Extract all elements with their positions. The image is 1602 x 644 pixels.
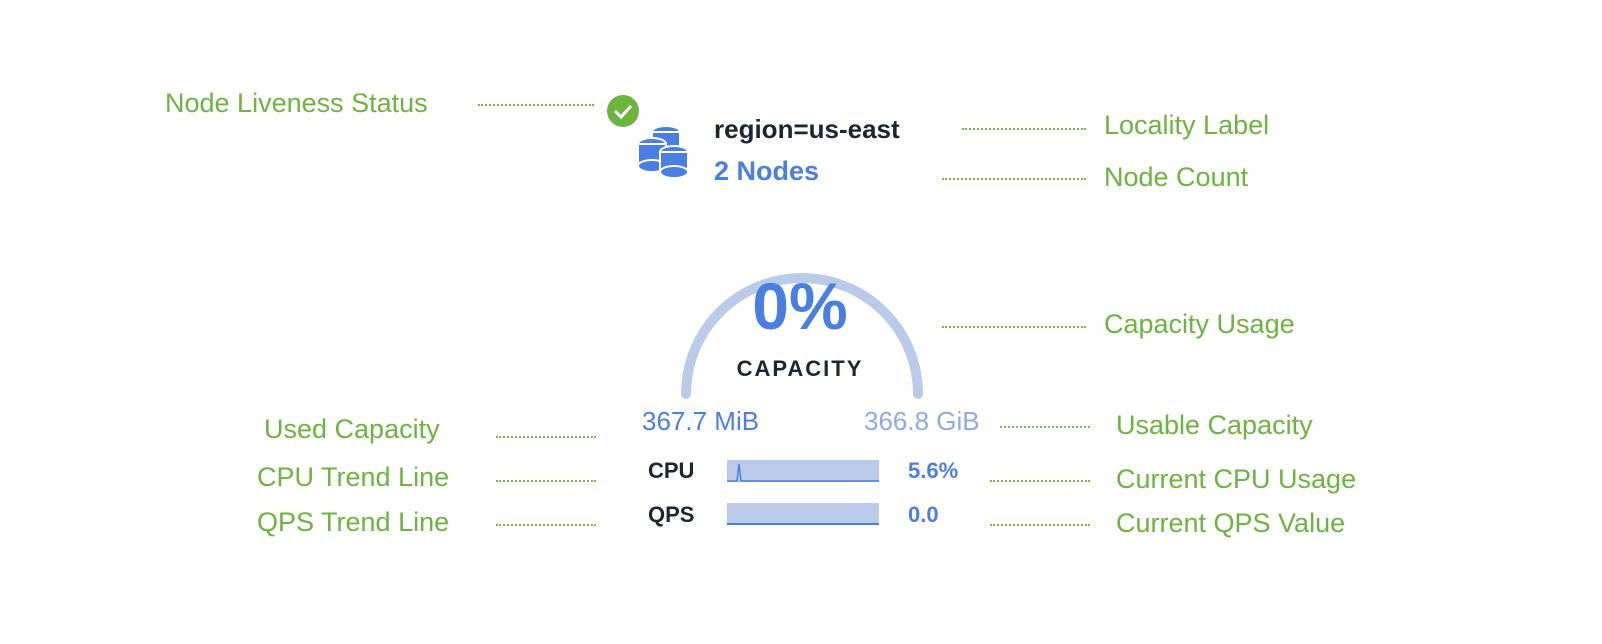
annotation-locality: Locality Label [1104, 110, 1270, 140]
node-count[interactable]: 2 Nodes [714, 156, 820, 186]
leader-line [990, 524, 1090, 526]
annotation-capacity-usage: Capacity Usage [1104, 309, 1295, 339]
locality-label: region=us-east [714, 114, 900, 144]
leader-line [496, 480, 596, 482]
database-stack-icon [637, 125, 689, 179]
qps-sparkline[interactable] [727, 503, 879, 525]
leader-line [478, 104, 594, 106]
annotation-node-count: Node Count [1104, 162, 1249, 192]
capacity-gauge [681, 273, 923, 399]
cpu-label: CPU [648, 458, 695, 483]
annotation-usable-capacity: Usable Capacity [1116, 410, 1313, 440]
leader-line [990, 480, 1090, 482]
leader-line [1000, 426, 1090, 428]
annotation-used-capacity: Used Capacity [264, 414, 440, 444]
capacity-percent: 0% [752, 269, 848, 343]
annotation-current-cpu: Current CPU Usage [1116, 464, 1357, 494]
leader-line [942, 178, 1086, 180]
annotation-cpu-trend: CPU Trend Line [257, 462, 450, 492]
annotation-qps-trend: QPS Trend Line [257, 507, 450, 537]
qps-value: 0.0 [908, 502, 939, 527]
leader-line [962, 128, 1086, 130]
cpu-sparkline[interactable] [727, 460, 879, 482]
leader-line [496, 436, 596, 438]
cpu-value: 5.6% [908, 458, 959, 483]
used-capacity: 367.7 MiB [642, 406, 760, 436]
usable-capacity: 366.8 GiB [864, 406, 980, 436]
leader-line [496, 524, 596, 526]
leader-line [942, 326, 1086, 328]
check-circle-icon [607, 95, 639, 127]
capacity-label: CAPACITY [736, 356, 864, 381]
qps-label: QPS [648, 502, 695, 527]
annotation-current-qps: Current QPS Value [1116, 508, 1346, 538]
annotation-liveness: Node Liveness Status [165, 88, 428, 118]
